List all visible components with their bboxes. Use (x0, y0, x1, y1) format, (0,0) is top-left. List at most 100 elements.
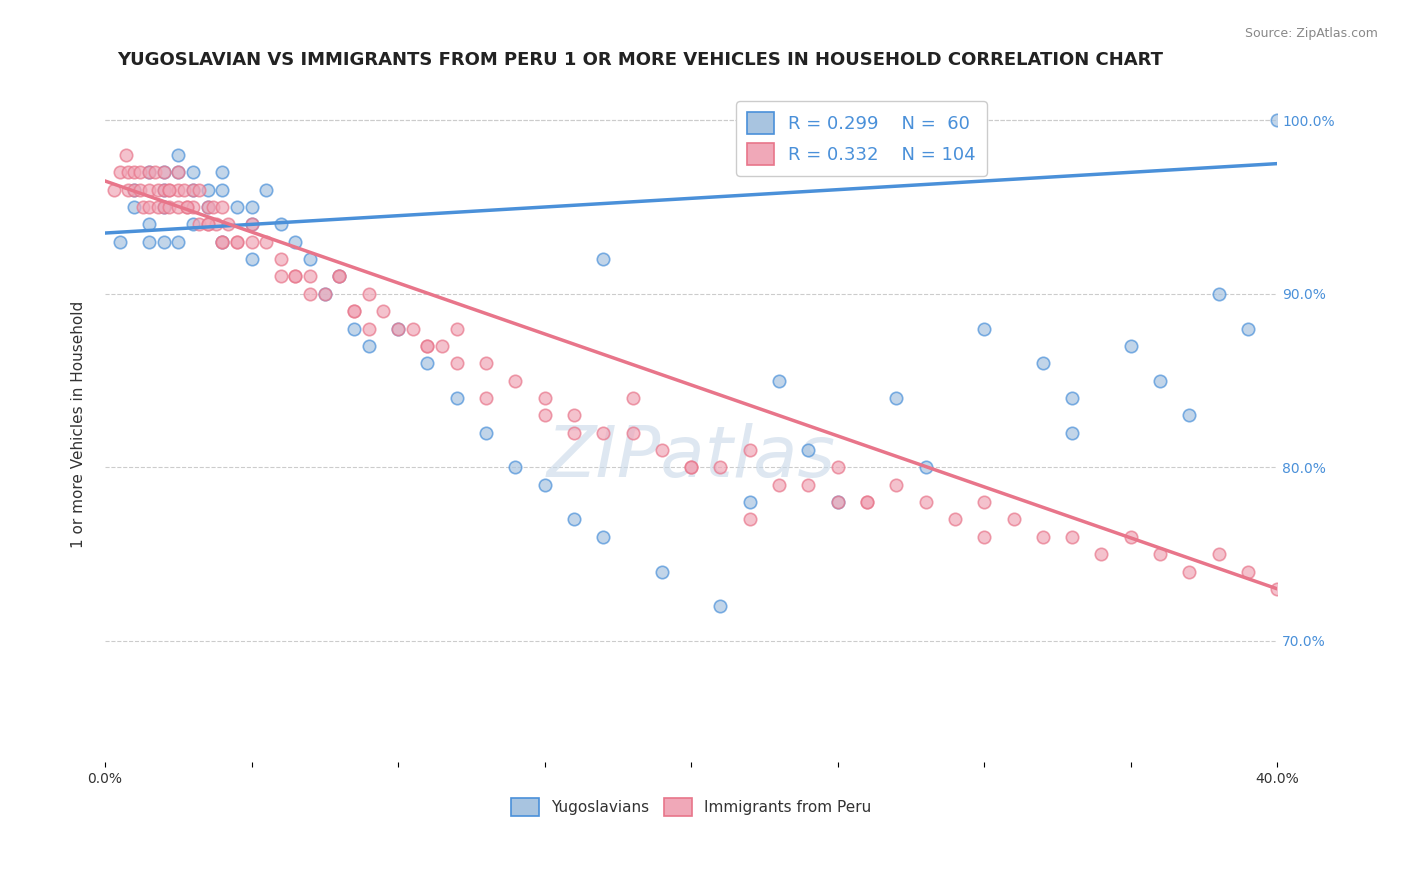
Point (884, 477, 907, 491)
Point (475, 425, 498, 440)
Point (533, 391, 555, 405)
Point (446, 321, 468, 335)
Point (592, 252, 614, 266)
Point (129, 165, 152, 179)
Point (299, 286, 322, 301)
Text: Source: ZipAtlas.com: Source: ZipAtlas.com (1244, 27, 1378, 40)
Point (738, 442, 761, 457)
Point (328, 269, 350, 284)
Point (357, 339, 380, 353)
Point (211, 200, 233, 214)
Point (146, 200, 169, 214)
Point (914, 495, 936, 509)
Point (768, 374, 790, 388)
Point (138, 235, 160, 249)
Point (181, 183, 204, 197)
Point (167, 165, 190, 179)
Point (503, 460, 526, 475)
Point (197, 200, 219, 214)
Point (856, 495, 879, 509)
Point (343, 321, 366, 335)
Point (1062, 425, 1084, 440)
Point (1032, 530, 1054, 544)
Point (884, 391, 907, 405)
Point (167, 183, 190, 197)
Point (117, 183, 139, 197)
Text: ZIPatlas: ZIPatlas (547, 424, 835, 492)
Point (152, 183, 174, 197)
Point (299, 252, 322, 266)
Point (197, 183, 219, 197)
Point (270, 218, 292, 232)
Point (181, 183, 204, 197)
Point (211, 165, 233, 179)
Point (176, 200, 198, 214)
Point (270, 252, 292, 266)
Point (709, 599, 731, 614)
Point (621, 391, 644, 405)
Point (181, 165, 204, 179)
Point (225, 235, 247, 249)
Point (943, 512, 966, 526)
Point (856, 495, 879, 509)
Point (240, 218, 263, 232)
Point (197, 218, 219, 232)
Point (709, 460, 731, 475)
Point (138, 165, 160, 179)
Point (124, 165, 146, 179)
Point (1208, 547, 1230, 561)
Point (138, 165, 160, 179)
Point (827, 495, 849, 509)
Point (152, 165, 174, 179)
Point (475, 356, 498, 370)
Point (562, 425, 585, 440)
Point (270, 269, 292, 284)
Point (1149, 374, 1171, 388)
Point (343, 304, 366, 318)
Text: YUGOSLAVIAN VS IMMIGRANTS FROM PERU 1 OR MORE VEHICLES IN HOUSEHOLD CORRELATION : YUGOSLAVIAN VS IMMIGRANTS FROM PERU 1 OR… (117, 51, 1163, 69)
Point (973, 321, 995, 335)
Point (114, 148, 136, 162)
Point (681, 460, 703, 475)
Point (187, 218, 209, 232)
Point (827, 495, 849, 509)
Point (1208, 286, 1230, 301)
Point (592, 530, 614, 544)
Point (1119, 530, 1142, 544)
Point (205, 218, 228, 232)
Point (373, 304, 395, 318)
Point (152, 183, 174, 197)
Point (176, 200, 198, 214)
Point (797, 442, 820, 457)
Point (197, 218, 219, 232)
Point (738, 512, 761, 526)
Point (217, 218, 239, 232)
Point (240, 200, 263, 214)
Point (1119, 339, 1142, 353)
Point (240, 218, 263, 232)
Point (681, 460, 703, 475)
Point (124, 183, 146, 197)
Point (446, 391, 468, 405)
Point (797, 477, 820, 491)
Y-axis label: 1 or more Vehicles in Household: 1 or more Vehicles in Household (72, 301, 86, 548)
Point (357, 321, 380, 335)
Point (181, 200, 204, 214)
Point (343, 304, 366, 318)
Point (446, 356, 468, 370)
Point (1237, 321, 1260, 335)
Point (108, 235, 131, 249)
Point (651, 565, 673, 579)
Point (416, 356, 439, 370)
Point (973, 495, 995, 509)
Point (167, 235, 190, 249)
Point (299, 269, 322, 284)
Point (202, 200, 225, 214)
Point (152, 200, 174, 214)
Point (1062, 530, 1084, 544)
Point (181, 218, 204, 232)
Point (503, 374, 526, 388)
Point (132, 200, 155, 214)
Point (284, 235, 307, 249)
Point (240, 235, 263, 249)
